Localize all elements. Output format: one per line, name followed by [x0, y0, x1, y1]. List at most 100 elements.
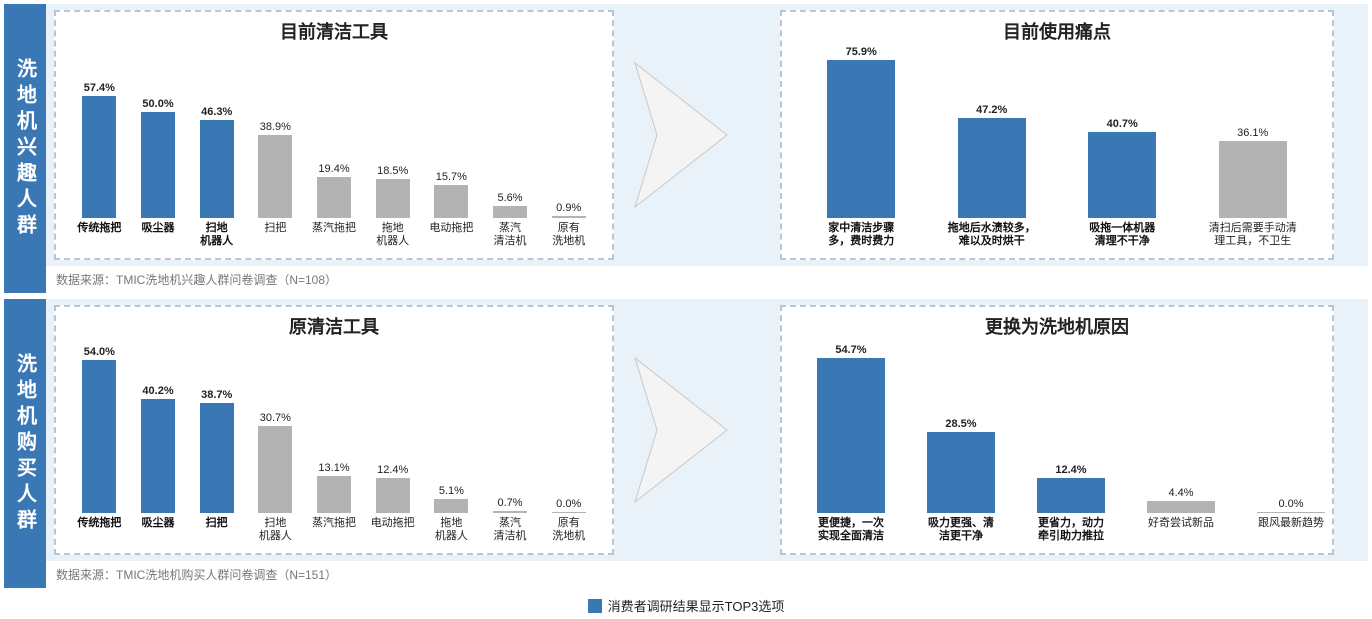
bar-group: 28.5% 吸力更强、清洁更干净 — [906, 341, 1016, 545]
bar — [927, 432, 995, 513]
category-label: 电动拖把 — [365, 517, 421, 545]
bar-group: 5.6% 蒸汽清洁机 — [481, 46, 540, 250]
arrow — [622, 305, 772, 555]
bar-value-label: 0.9% — [556, 202, 581, 214]
bar-group: 30.7% 扫地机器人 — [246, 341, 305, 545]
bar-value-label: 18.5% — [377, 165, 408, 177]
bar-value-label: 54.7% — [835, 344, 866, 356]
bar-group: 38.7% 扫把 — [187, 341, 246, 545]
row-body: 原清洁工具 54.0% 传统拖把 40.2% 吸尘器 38.7% 扫把 30.7… — [46, 299, 1368, 588]
bar-value-label: 47.2% — [976, 104, 1007, 116]
chart-panel-right: 更换为洗地机原因 54.7% 更便捷，一次实现全面清洁 28.5% 吸力更强、清… — [780, 305, 1334, 555]
category-label: 更便捷，一次实现全面清洁 — [796, 517, 906, 545]
bar-group: 50.0% 吸尘器 — [129, 46, 188, 250]
legend: 消费者调研结果显示TOP3选项 — [4, 594, 1368, 615]
category-label: 拖地机器人 — [423, 517, 479, 545]
bar-group: 18.5% 拖地机器人 — [363, 46, 422, 250]
bar — [1147, 501, 1215, 513]
bar-group: 54.0% 传统拖把 — [70, 341, 129, 545]
bar-group: 0.7% 蒸汽清洁机 — [481, 341, 540, 545]
bar — [141, 112, 175, 218]
arrow-icon — [627, 350, 767, 510]
category-label: 扫把 — [189, 517, 245, 545]
category-label: 蒸汽拖把 — [306, 517, 362, 545]
category-label: 电动拖把 — [423, 222, 479, 250]
bar — [1088, 132, 1156, 218]
chart-area: 57.4% 传统拖把 50.0% 吸尘器 46.3% 扫地机器人 38.9% 扫… — [66, 46, 602, 250]
bar-value-label: 50.0% — [142, 98, 173, 110]
row-body: 目前清洁工具 57.4% 传统拖把 50.0% 吸尘器 46.3% 扫地机器人 … — [46, 4, 1368, 293]
panels: 原清洁工具 54.0% 传统拖把 40.2% 吸尘器 38.7% 扫把 30.7… — [46, 299, 1368, 561]
bar-group: 57.4% 传统拖把 — [70, 46, 129, 250]
bar-group: 36.1% 清扫后需要手动清理工具，不卫生 — [1188, 46, 1319, 250]
bar-value-label: 75.9% — [846, 46, 877, 58]
category-label: 更省力，动力牵引助力推拉 — [1016, 517, 1126, 545]
panels: 目前清洁工具 57.4% 传统拖把 50.0% 吸尘器 46.3% 扫地机器人 … — [46, 4, 1368, 266]
bar-group: 5.1% 拖地机器人 — [422, 341, 481, 545]
bar-value-label: 19.4% — [318, 163, 349, 175]
category-label: 原有洗地机 — [541, 222, 597, 250]
bar-group: 0.9% 原有洗地机 — [539, 46, 598, 250]
chart-title: 更换为洗地机原因 — [792, 313, 1322, 339]
category-label: 传统拖把 — [71, 517, 127, 545]
chart-title: 目前清洁工具 — [66, 18, 602, 44]
bar-value-label: 38.9% — [260, 121, 291, 133]
source-text: 数据来源：TMIC洗地机购买人群问卷调查（N=151） — [46, 561, 1368, 588]
bar-value-label: 40.7% — [1107, 118, 1138, 130]
bar — [827, 60, 895, 218]
bar — [817, 358, 885, 513]
bar — [493, 511, 527, 513]
bar — [434, 499, 468, 513]
bar-value-label: 13.1% — [318, 462, 349, 474]
chart-panel-left: 目前清洁工具 57.4% 传统拖把 50.0% 吸尘器 46.3% 扫地机器人 … — [54, 10, 614, 260]
bar-group: 12.4% 更省力，动力牵引助力推拉 — [1016, 341, 1126, 545]
bar-value-label: 5.1% — [439, 485, 464, 497]
bar-value-label: 15.7% — [436, 171, 467, 183]
sidebar-label: 洗地机兴趣人群 — [4, 4, 46, 293]
bar — [200, 403, 234, 513]
legend-swatch — [588, 599, 602, 613]
category-label: 好奇尝试新品 — [1126, 517, 1236, 545]
category-label: 吸拖一体机器清理不干净 — [1067, 222, 1177, 250]
bar — [1219, 141, 1287, 218]
bar-group: 38.9% 扫把 — [246, 46, 305, 250]
category-label: 跟风最新趋势 — [1236, 517, 1346, 545]
category-label: 拖地后水渍较多，难以及时烘干 — [937, 222, 1047, 250]
category-label: 家中清洁步骤多，费时费力 — [806, 222, 916, 250]
category-label: 蒸汽清洁机 — [482, 222, 538, 250]
chart-title: 原清洁工具 — [66, 313, 602, 339]
bar — [82, 360, 116, 513]
bar-group: 15.7% 电动拖把 — [422, 46, 481, 250]
bar-value-label: 0.7% — [498, 497, 523, 509]
bar-group: 46.3% 扫地机器人 — [187, 46, 246, 250]
bar-value-label: 36.1% — [1237, 127, 1268, 139]
bar-value-label: 57.4% — [84, 82, 115, 94]
bar-group: 13.1% 蒸汽拖把 — [305, 341, 364, 545]
bar — [493, 206, 527, 218]
bar-group: 54.7% 更便捷，一次实现全面清洁 — [796, 341, 906, 545]
bar — [317, 177, 351, 218]
category-label: 吸尘器 — [130, 517, 186, 545]
bar-group: 0.0% 跟风最新趋势 — [1236, 341, 1346, 545]
bar-value-label: 12.4% — [377, 464, 408, 476]
bar-value-label: 54.0% — [84, 346, 115, 358]
bar-value-label: 12.4% — [1055, 464, 1086, 476]
category-label: 扫地机器人 — [247, 517, 303, 545]
chart-panel-right: 目前使用痛点 75.9% 家中清洁步骤多，费时费力 47.2% 拖地后水渍较多，… — [780, 10, 1334, 260]
arrow — [622, 10, 772, 260]
bar-group: 0.0% 原有洗地机 — [539, 341, 598, 545]
bar-value-label: 0.0% — [556, 498, 581, 510]
bar-group: 40.7% 吸拖一体机器清理不干净 — [1057, 46, 1188, 250]
bar-group: 75.9% 家中清洁步骤多，费时费力 — [796, 46, 927, 250]
bar — [376, 478, 410, 513]
category-label: 吸尘器 — [130, 222, 186, 250]
bar — [552, 512, 586, 513]
source-text: 数据来源：TMIC洗地机兴趣人群问卷调查（N=108） — [46, 266, 1368, 293]
category-label: 蒸汽拖把 — [306, 222, 362, 250]
chart-area: 75.9% 家中清洁步骤多，费时费力 47.2% 拖地后水渍较多，难以及时烘干 … — [792, 46, 1322, 250]
sidebar-label: 洗地机购买人群 — [4, 299, 46, 588]
bar-value-label: 30.7% — [260, 412, 291, 424]
bar — [258, 135, 292, 218]
arrow-icon — [627, 55, 767, 215]
bar — [958, 118, 1026, 218]
